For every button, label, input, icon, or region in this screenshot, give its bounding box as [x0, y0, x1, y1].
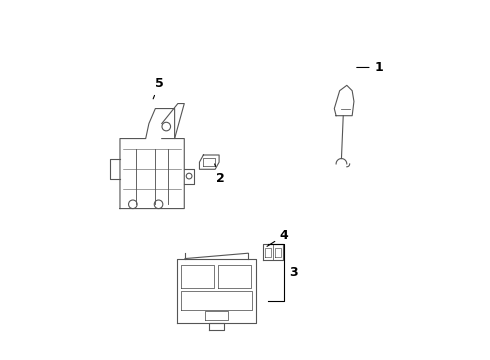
- Text: 2: 2: [215, 164, 224, 185]
- Text: 1: 1: [357, 61, 383, 74]
- Text: 3: 3: [289, 266, 297, 279]
- Text: 4: 4: [267, 229, 289, 246]
- Text: 5: 5: [153, 77, 164, 99]
